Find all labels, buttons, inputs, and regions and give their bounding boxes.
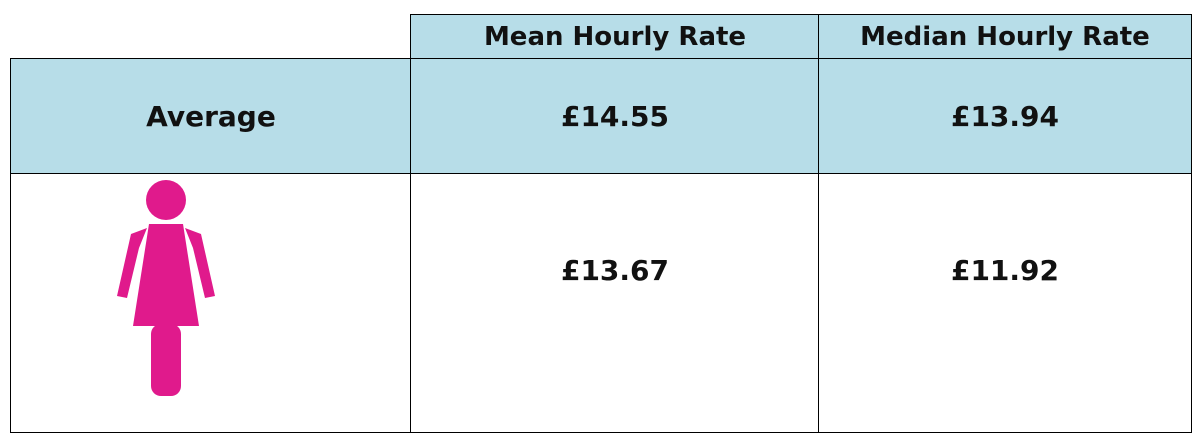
table-cell: £14.55: [410, 58, 820, 175]
row-icon-cell: [10, 173, 412, 433]
table-cell: £13.94: [818, 58, 1192, 175]
column-header: Mean Hourly Rate: [410, 14, 820, 60]
female-icon: [117, 180, 215, 396]
table-cell: £13.67: [410, 173, 820, 433]
row-label: Average: [10, 58, 412, 175]
column-header: Median Hourly Rate: [818, 14, 1192, 60]
table-cell: £11.92: [818, 173, 1192, 433]
